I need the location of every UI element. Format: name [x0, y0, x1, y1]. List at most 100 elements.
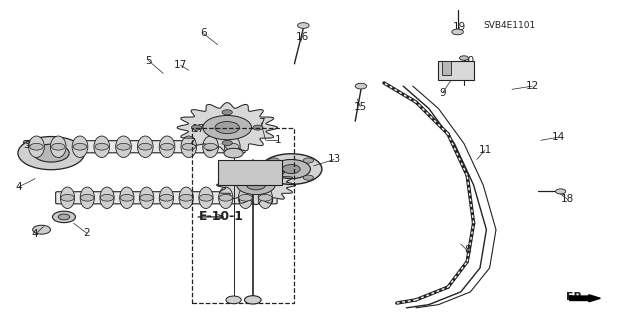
Text: 8: 8	[464, 245, 470, 256]
Ellipse shape	[80, 187, 94, 209]
Text: 15: 15	[354, 102, 367, 112]
Circle shape	[160, 194, 173, 201]
Circle shape	[182, 143, 196, 150]
Circle shape	[246, 180, 266, 190]
Text: 14: 14	[552, 132, 564, 142]
Text: 4: 4	[16, 182, 22, 192]
Ellipse shape	[138, 136, 153, 158]
Bar	[442, 61, 451, 75]
Text: 2: 2	[83, 228, 90, 238]
Ellipse shape	[72, 136, 88, 158]
Ellipse shape	[219, 187, 233, 209]
Circle shape	[303, 158, 314, 163]
Bar	[192, 128, 294, 303]
Circle shape	[203, 115, 252, 140]
Circle shape	[81, 194, 94, 201]
Circle shape	[100, 194, 114, 201]
Polygon shape	[217, 165, 296, 205]
Ellipse shape	[116, 136, 131, 158]
Circle shape	[199, 194, 212, 201]
Circle shape	[355, 83, 367, 89]
Bar	[218, 160, 282, 185]
Circle shape	[259, 194, 272, 201]
Text: 11: 11	[479, 145, 492, 155]
Ellipse shape	[159, 187, 173, 209]
Text: 16: 16	[296, 32, 308, 42]
Ellipse shape	[199, 187, 213, 209]
Text: 4: 4	[32, 229, 38, 240]
Text: 17: 17	[174, 60, 187, 70]
Circle shape	[58, 214, 70, 220]
Text: 7: 7	[258, 118, 264, 128]
Ellipse shape	[181, 136, 196, 158]
Circle shape	[269, 175, 279, 180]
Circle shape	[191, 125, 202, 130]
Text: 19: 19	[453, 22, 466, 32]
Text: 17: 17	[192, 124, 205, 134]
Text: 12: 12	[526, 81, 539, 91]
Text: 18: 18	[561, 194, 574, 204]
Text: 10: 10	[462, 56, 475, 66]
Circle shape	[30, 143, 44, 150]
Circle shape	[179, 194, 193, 201]
Circle shape	[33, 225, 51, 234]
Circle shape	[51, 143, 65, 150]
FancyBboxPatch shape	[24, 141, 245, 153]
Circle shape	[226, 296, 241, 304]
Circle shape	[452, 29, 463, 35]
Ellipse shape	[239, 187, 253, 209]
Ellipse shape	[179, 187, 193, 209]
Circle shape	[237, 175, 275, 195]
Text: 9: 9	[440, 87, 446, 98]
Circle shape	[224, 148, 243, 158]
Circle shape	[18, 137, 84, 170]
Text: 1: 1	[275, 135, 282, 145]
Circle shape	[298, 23, 309, 28]
Circle shape	[204, 143, 218, 150]
Bar	[438, 61, 474, 80]
Circle shape	[269, 158, 279, 163]
Circle shape	[239, 194, 252, 201]
Ellipse shape	[51, 136, 66, 158]
Circle shape	[460, 56, 468, 60]
Ellipse shape	[225, 136, 240, 158]
Circle shape	[52, 211, 76, 223]
Polygon shape	[177, 103, 277, 152]
Ellipse shape	[203, 136, 218, 158]
Ellipse shape	[140, 187, 154, 209]
Circle shape	[139, 143, 152, 150]
Circle shape	[222, 110, 232, 115]
Circle shape	[219, 194, 232, 201]
Circle shape	[226, 143, 239, 150]
Ellipse shape	[258, 187, 273, 209]
Circle shape	[140, 194, 154, 201]
Circle shape	[244, 296, 261, 304]
Circle shape	[282, 165, 300, 174]
Ellipse shape	[100, 187, 114, 209]
Circle shape	[33, 144, 69, 162]
Text: 5: 5	[145, 56, 152, 66]
Text: SVB4E1101: SVB4E1101	[483, 21, 536, 30]
Circle shape	[215, 122, 239, 134]
Text: 6: 6	[200, 28, 207, 39]
Circle shape	[260, 154, 322, 184]
Circle shape	[556, 189, 566, 194]
Circle shape	[95, 143, 109, 150]
Ellipse shape	[29, 136, 44, 158]
Circle shape	[222, 140, 232, 145]
Text: FR.: FR.	[566, 292, 587, 302]
Circle shape	[73, 143, 87, 150]
Circle shape	[161, 143, 174, 150]
Ellipse shape	[60, 187, 75, 209]
Text: E-10-1: E-10-1	[198, 211, 243, 223]
Circle shape	[303, 175, 314, 180]
Circle shape	[117, 143, 131, 150]
FancyArrow shape	[570, 295, 600, 302]
Text: 3: 3	[24, 140, 30, 150]
Ellipse shape	[94, 136, 109, 158]
Circle shape	[61, 194, 74, 201]
FancyBboxPatch shape	[56, 192, 277, 204]
Ellipse shape	[120, 187, 134, 209]
Circle shape	[253, 125, 263, 130]
Circle shape	[120, 194, 134, 201]
